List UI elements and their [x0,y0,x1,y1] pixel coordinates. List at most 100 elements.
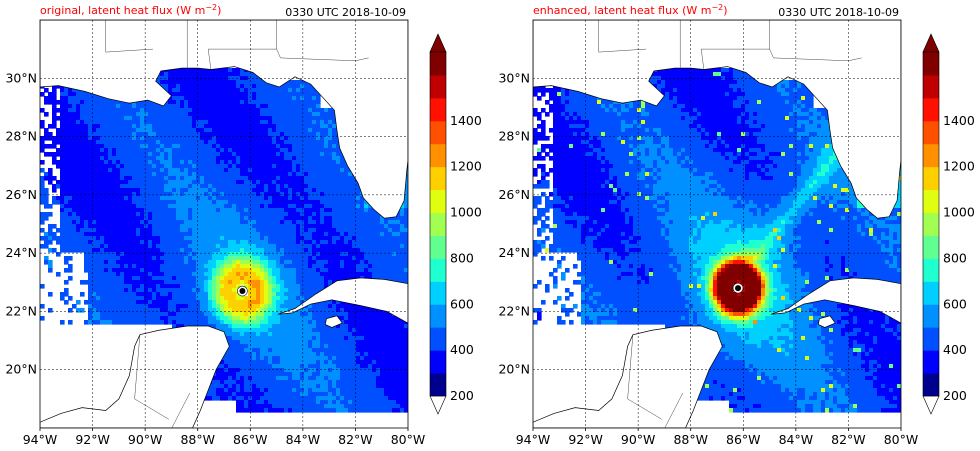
colorbar-tick-label: 600 [943,296,967,311]
flux-field [40,20,408,413]
y-tick-label: 30°N [5,70,37,85]
x-tick-label: 88°W [673,432,708,447]
colorbar-tick-label: 1000 [943,205,975,220]
x-tick-label: 94°W [23,432,58,447]
colorbar-bin [430,74,446,99]
border-line [276,48,369,62]
y-tick-label: 22°N [498,303,530,318]
map-frame-right [532,19,902,429]
border-line [105,20,154,53]
colorbar-extend-max [429,33,447,53]
land-cuba [770,277,901,324]
colorbar-bin [430,189,446,214]
colorbar-bin [923,235,939,259]
y-tick-label: 30°N [498,70,530,85]
colorbar-bin [430,235,446,259]
y-tick-label: 20°N [5,362,37,377]
colorbar-original: 200 400 600 800 1000 1200 1400 [429,33,482,415]
border-line [598,20,647,53]
colorbar-bin [923,166,939,191]
flux-field [533,20,901,413]
colorbar-tick-label: 600 [450,296,474,311]
time-label-right: 0330 UTC 2018-10-09 [778,6,899,19]
colorbar-tick-label: 200 [450,388,474,403]
colorbar-bin [430,97,446,122]
storm-eye-core [735,285,742,292]
colorbar-bin [430,350,446,374]
x-tick-label: 86°W [726,432,761,447]
colorbar-tick-label: 1400 [943,113,975,128]
y-tick-label: 28°N [5,129,37,144]
colorbar-bin [923,74,939,99]
border-line [627,334,662,420]
y-tick-label: 24°N [498,245,530,260]
colorbar-bin [923,373,939,397]
colorbar-bin [923,97,939,122]
colorbar-bin [430,281,446,305]
border-line [769,48,862,62]
y-tick-label: 26°N [498,187,530,202]
colorbar-enhanced: 200 400 600 800 1000 1200 1400 [922,33,975,415]
gridlines [533,20,901,428]
land-isla-juventud [817,315,836,328]
land-usa [533,20,901,219]
colorbar-tick-label: 1400 [450,113,482,128]
x-tick-label: 94°W [516,432,551,447]
y-tick-label: 22°N [5,303,37,318]
colorbar-bin [923,304,939,328]
y-tick-label: 26°N [5,187,37,202]
colorbar-tick-label: 400 [943,342,967,357]
x-tick-label: 86°W [233,432,268,447]
colorbar-tick-label: 800 [450,250,474,265]
colorbar-bin [923,189,939,214]
panel-enhanced: enhanced, latent heat flux (W m−2) 0330 … [498,3,974,447]
colorbar-bin [923,258,939,282]
colorbar-bin [923,327,939,351]
border-line [207,20,277,70]
y-tick-label: 24°N [5,245,37,260]
x-tick-label: 90°W [128,432,163,447]
colorbar-tick-label: 400 [450,342,474,357]
colorbar-frame [429,51,447,397]
border-line [171,392,191,428]
colorbar-bin [430,258,446,282]
land-mexico [533,325,723,428]
x-tick-label: 88°W [180,432,215,447]
x-tick-label: 90°W [621,432,656,447]
x-tick-label: 84°W [779,432,814,447]
colorbar-extend-max [922,33,940,53]
x-tick-label: 82°W [831,432,866,447]
colorbar-extend-min [922,395,940,415]
land-cuba [277,277,408,324]
colorbar-bin [923,143,939,168]
axis-ticks-right: 94°W 92°W 90°W 88°W 86°W 84°W 82°W 80°W 20°N 22°N… [498,70,918,447]
colorbar-bin [430,212,446,236]
map-original [40,20,408,428]
border-line [700,20,770,70]
colorbar-bin [923,350,939,374]
x-tick-label: 80°W [391,432,426,447]
colorbar-tick-label: 1000 [450,205,482,220]
colorbar-bin [430,52,446,76]
colorbar-bin [430,166,446,191]
colorbar-bin [923,281,939,305]
y-tick-label: 20°N [498,362,530,377]
storm-eye-core [239,288,246,295]
border-line [664,392,684,428]
map-enhanced [533,20,901,428]
land-isla-juventud [324,315,343,328]
colorbar-tick-label: 1200 [943,159,975,174]
colorbar-bin [923,52,939,76]
land-usa [40,20,408,219]
colorbar-bin [430,143,446,168]
colorbar-bin [923,212,939,236]
colorbar-bin [430,304,446,328]
colorbar-frame [922,51,940,397]
y-tick-label: 28°N [498,129,530,144]
border-line [134,334,169,420]
x-tick-label: 84°W [286,432,321,447]
axis-ticks-left: 94°W 92°W 90°W 88°W 86°W 84°W 82°W 80°W 20°N 22°N… [5,70,425,447]
colorbar-bin [430,120,446,145]
colorbar-tick-label: 200 [943,388,967,403]
